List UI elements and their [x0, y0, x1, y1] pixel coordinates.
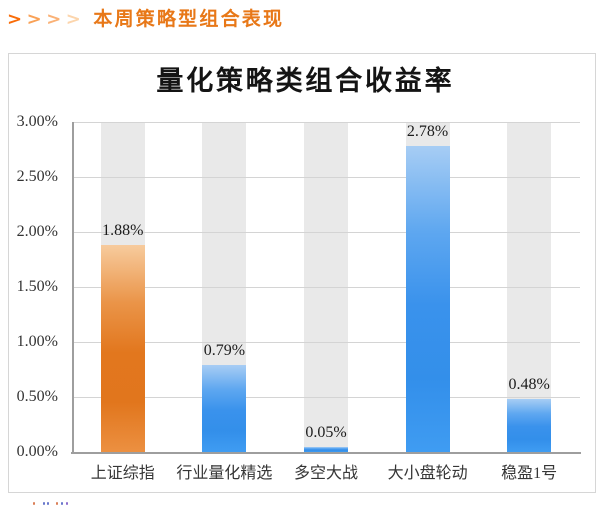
chevron-icon: > [7, 9, 23, 30]
chevron-icon: > [26, 9, 42, 30]
x-axis-category-label: 稳盈1号 [501, 465, 558, 482]
y-axis-tick-label: 1.50% [16, 278, 58, 295]
x-axis-category-label: 上证综指 [90, 465, 155, 482]
y-axis-tick-label: 2.50% [16, 168, 58, 185]
bar-chart-plot-area: 1.88% 0.79% 0.05% 2.78% 0.48% [72, 122, 580, 452]
bar-value-label: 0.48% [508, 376, 550, 394]
section-title: 本周策略型组合表现 [93, 9, 285, 30]
cut-off-text-fragment [66, 502, 68, 505]
x-axis-line [71, 452, 581, 454]
gridline [72, 232, 580, 233]
section-header: > > > > 本周策略型组合表现 [7, 4, 284, 31]
bar-value-label: 0.05% [305, 423, 347, 441]
chart-title: 量化策略类组合收益率 [156, 66, 455, 96]
cut-off-text-fragment [61, 502, 63, 505]
x-axis-category-label: 大小盘轮动 [387, 465, 468, 482]
gridline [72, 287, 580, 288]
x-axis-category-label: 行业量化精选 [176, 465, 273, 482]
bar-稳盈1号 [507, 399, 552, 452]
bar-行业量化精选 [202, 365, 247, 452]
cut-off-text-fragment [43, 502, 45, 505]
cut-off-next-line [0, 502, 604, 505]
x-axis-category-label: 多空大战 [293, 465, 358, 482]
y-axis-tick-label: 1.00% [16, 333, 58, 350]
chevron-icon: > [65, 9, 81, 30]
y-axis-tick-label: 2.00% [16, 223, 58, 240]
bar-value-label: 2.78% [406, 123, 449, 141]
bar-value-label: 0.79% [203, 342, 246, 360]
bar-多空大战 [304, 446, 348, 452]
cut-off-text-fragment [47, 502, 49, 505]
gridline [72, 342, 580, 343]
y-axis-tick-label: 0.50% [16, 388, 58, 405]
cut-off-text-fragment [33, 502, 35, 505]
y-axis-tick-label: 3.00% [16, 113, 58, 130]
bar-上证综指 [100, 245, 145, 452]
bar-大小盘轮动 [405, 146, 450, 452]
gridline [72, 397, 580, 398]
y-axis-line [72, 122, 74, 453]
y-axis-tick-label: 0.00% [16, 443, 58, 460]
chevron-icon: > [46, 9, 62, 30]
chevrons-decoration-icon: > > > > [7, 9, 85, 30]
gridline [72, 177, 580, 178]
gridline [72, 122, 580, 123]
cut-off-text-fragment [56, 502, 58, 505]
bar-value-label: 1.88% [102, 222, 144, 240]
